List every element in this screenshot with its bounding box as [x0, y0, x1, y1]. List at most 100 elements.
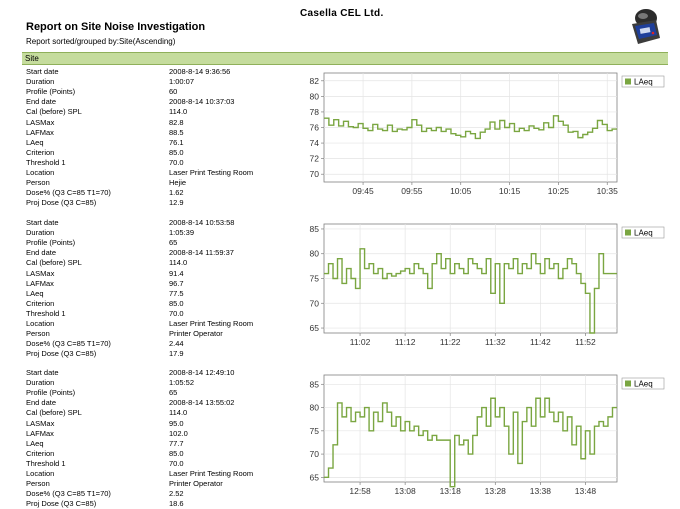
x-tick-label: 12:58: [349, 486, 371, 496]
y-tick-label: 75: [310, 274, 320, 284]
field-value: 70.0: [169, 157, 184, 167]
field-label: End date: [26, 248, 57, 258]
x-tick-label: 11:32: [485, 337, 506, 347]
laeq-chart-2-svg: 65 70 75 80 85 11:02 11:12 11:22 11:32 11:42 11:52…: [310, 223, 665, 347]
y-tick-label: 82: [310, 76, 320, 86]
laeq-chart-3: 65 70 75 80 85 12:58 13:08 13:18 13:28 13:38 13:48…: [296, 372, 670, 505]
field-value: 65: [169, 388, 178, 398]
legend-label: LAeq: [634, 78, 653, 87]
field-label: Proj Dose (Q3 C=85): [26, 198, 97, 208]
field-value: 1:00:07: [169, 77, 195, 87]
field-label: Start date: [26, 368, 59, 377]
field-label: Dose% (Q3 C=85 T1=70): [26, 339, 111, 349]
chart-legend: LAeq: [621, 226, 665, 239]
field-label: Start date: [26, 218, 59, 227]
laeq-series-line: [324, 115, 617, 140]
field-label: Location: [26, 168, 55, 177]
y-tick-label: 78: [310, 107, 320, 117]
field-value: 17.9: [169, 349, 184, 359]
y-tick-label: 85: [310, 379, 320, 389]
x-tick-label: 13:48: [575, 486, 597, 496]
field-label: Dose% (Q3 C=85 T1=70): [26, 188, 111, 198]
field-label: Profile (Points): [26, 87, 76, 97]
field-label: Criterion: [26, 147, 55, 157]
x-tick-label: 13:28: [485, 486, 507, 496]
legend-swatch: [625, 78, 631, 85]
x-tick-label: 11:52: [575, 337, 596, 347]
legend-box: [621, 226, 665, 239]
field-label: Proj Dose (Q3 C=85): [26, 499, 97, 509]
field-label: LAFMax: [26, 428, 54, 438]
field-label: End date: [26, 97, 57, 107]
legend-swatch: [625, 380, 631, 387]
field-value: Printer Operator: [169, 329, 223, 339]
field-label: End date: [26, 398, 57, 408]
field-label: Proj Dose (Q3 C=85): [26, 349, 97, 359]
laeq-chart-1: 70 72 74 76 78 80 82 09:45 09:55 10:05 10:15 10:25 1…: [296, 70, 670, 205]
chart-legend: LAeq: [621, 377, 665, 390]
plot-area: [323, 374, 618, 483]
field-label: Profile (Points): [26, 238, 76, 248]
field-value: 2.52: [169, 489, 184, 499]
laeq-series-line: [324, 248, 617, 334]
laeq-chart-1-svg: 70 72 74 76 78 80 82 09:45 09:55 10:05 10:15 10:25 1…: [310, 72, 665, 196]
sound-meter-logo: [632, 9, 660, 44]
field-value: 82.8: [169, 117, 184, 127]
y-tick-label: 70: [310, 298, 320, 308]
y-tick-label: 80: [310, 249, 320, 259]
field-label: Cal (before) SPL: [26, 107, 82, 117]
field-label: LAeq: [26, 438, 44, 448]
field-label: LASMax: [26, 418, 55, 428]
field-label: Start date: [26, 67, 59, 76]
chart-legend: LAeq: [621, 75, 665, 88]
field-value: 2008-8-14 11:59:37: [169, 248, 234, 258]
y-tick-label: 72: [310, 154, 320, 164]
field-label: LAeq: [26, 288, 44, 298]
legend-box: [621, 75, 665, 88]
field-value: 114.0: [169, 258, 188, 268]
y-tick-label: 65: [310, 472, 320, 482]
field-value: 70.0: [169, 458, 184, 468]
field-value: 114.0: [169, 107, 188, 117]
field-value: 2008-8-14 13:55:02: [169, 398, 235, 408]
field-value: 1:05:39: [169, 228, 195, 238]
field-value: 96.7: [169, 278, 184, 288]
field-value: 2.44: [169, 339, 184, 349]
laeq-chart-3-svg: 65 70 75 80 85 12:58 13:08 13:18 13:28 13:38 13:48…: [310, 374, 665, 496]
field-value: 114.0: [169, 408, 188, 418]
field-label: Duration: [26, 378, 55, 388]
field-value: 91.4: [169, 268, 184, 278]
y-tick-label: 85: [310, 224, 320, 234]
field-value: 1.62: [169, 188, 184, 198]
field-value: 12.9: [169, 198, 184, 208]
x-tick-label: 11:22: [440, 337, 461, 347]
laeq-series-line: [324, 397, 617, 488]
x-tick-label: 09:55: [401, 186, 423, 196]
field-label: Person: [26, 178, 50, 188]
x-tick-label: 11:12: [395, 337, 416, 347]
field-value: 1:05:52: [169, 378, 195, 388]
field-label: LASMax: [26, 268, 55, 278]
company-name: Casella CEL Ltd.: [300, 8, 384, 19]
field-value: Printer Operator: [169, 479, 223, 489]
field-label: Criterion: [26, 448, 55, 458]
field-value: 95.0: [169, 418, 184, 428]
field-value: 88.5: [169, 127, 184, 137]
field-label: Threshold 1: [26, 458, 66, 468]
field-value: 60: [169, 87, 178, 97]
field-label: Location: [26, 319, 55, 328]
field-value: 2008-8-14 12:49:10: [169, 368, 235, 377]
field-label: Profile (Points): [26, 388, 76, 398]
field-value: Laser Print Testing Room: [169, 469, 254, 478]
x-tick-label: 13:08: [394, 486, 416, 496]
field-label: Person: [26, 329, 50, 339]
field-label: Duration: [26, 77, 55, 87]
legend-swatch: [625, 229, 631, 236]
x-tick-label: 10:25: [548, 186, 570, 196]
x-tick-label: 11:42: [530, 337, 551, 347]
field-label: Duration: [26, 228, 55, 238]
field-value: Laser Print Testing Room: [169, 319, 254, 328]
x-tick-label: 10:35: [597, 186, 619, 196]
field-value: Hejie: [169, 178, 187, 188]
legend-box: [621, 377, 665, 390]
